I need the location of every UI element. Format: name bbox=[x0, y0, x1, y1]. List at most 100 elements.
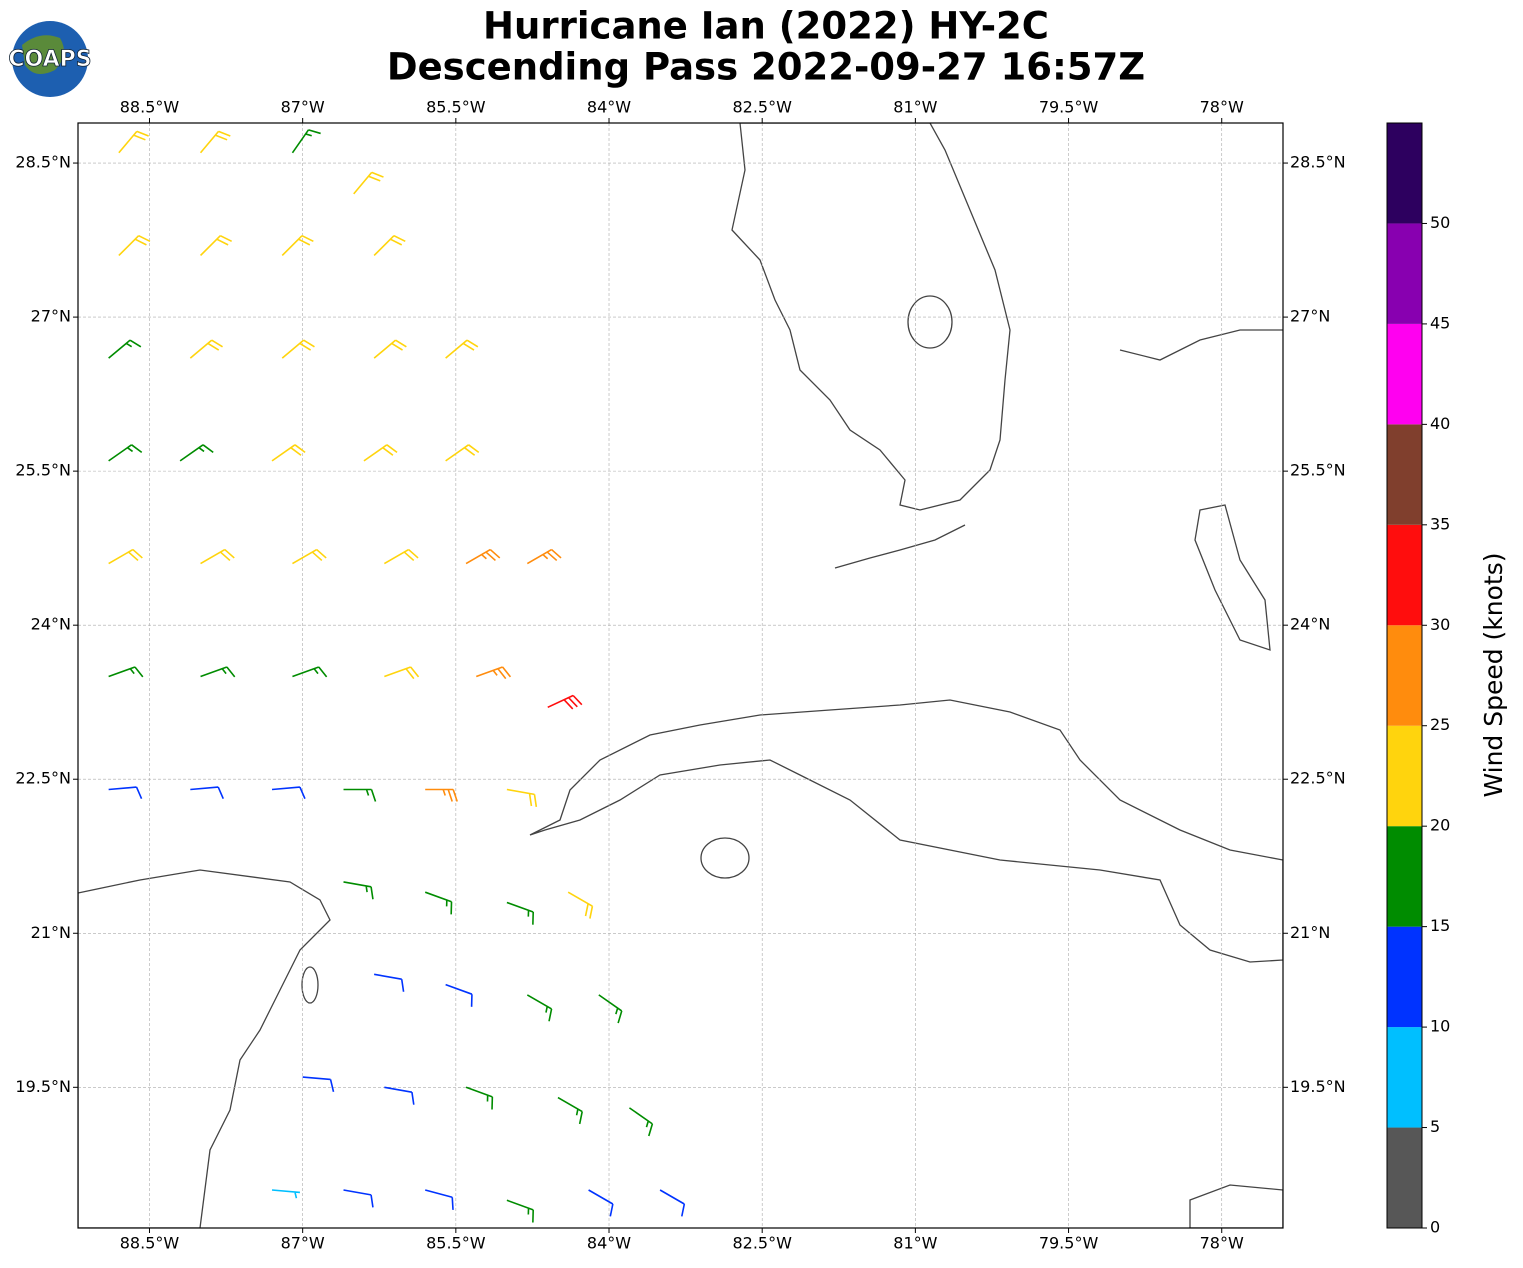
wind-barb bbox=[465, 548, 501, 565]
wind-barb bbox=[383, 548, 419, 565]
y-tick-label: 27°N bbox=[1290, 307, 1330, 326]
colorbar-bin bbox=[1387, 524, 1422, 626]
colorbar-bin bbox=[1387, 926, 1422, 1028]
colorbar-tick-label: 40 bbox=[1430, 414, 1450, 433]
andros bbox=[1194, 504, 1271, 651]
wind-barb bbox=[628, 1107, 654, 1137]
y-tick-label: 19.5°N bbox=[15, 1077, 71, 1096]
wind-barb bbox=[200, 666, 236, 678]
wind-barb bbox=[363, 444, 398, 462]
x-tick-label: 78°W bbox=[1200, 98, 1244, 117]
colorbar-bin bbox=[1387, 424, 1422, 525]
colorbar-bin bbox=[1387, 1027, 1422, 1128]
wind-barb bbox=[108, 786, 143, 799]
wind-barb bbox=[526, 994, 553, 1022]
colorbar-bin bbox=[1387, 826, 1422, 927]
wind-barb bbox=[373, 234, 406, 257]
wind-barb bbox=[291, 129, 321, 154]
wind-barb bbox=[271, 786, 306, 799]
colorbar-tick-label: 10 bbox=[1430, 1017, 1450, 1036]
cuba bbox=[529, 699, 1283, 963]
wind-barb bbox=[384, 666, 420, 680]
chart-title: Hurricane Ian (2022) HY-2C bbox=[483, 5, 1049, 48]
colorbar-tick-label: 30 bbox=[1430, 615, 1450, 634]
colorbar-bin bbox=[1387, 123, 1422, 224]
wind-barb bbox=[108, 548, 143, 565]
wind-barb bbox=[526, 548, 562, 565]
wind-barb bbox=[506, 788, 538, 807]
wind-barb bbox=[271, 444, 306, 462]
wind-barb bbox=[118, 130, 149, 154]
wind-barb bbox=[557, 1096, 583, 1125]
barbs bbox=[108, 129, 686, 1223]
florida-keys bbox=[834, 524, 966, 569]
wind-barb bbox=[343, 1189, 374, 1208]
wind-barb bbox=[374, 973, 405, 992]
y-tick-label: 21°N bbox=[31, 923, 71, 942]
y-tick-label: 24°N bbox=[1290, 615, 1330, 634]
bahamas bbox=[1119, 329, 1283, 361]
x-tick-label: 88.5°W bbox=[120, 98, 180, 117]
logo-text: COAPS bbox=[8, 47, 91, 72]
x-tick-label: 85.5°W bbox=[426, 98, 486, 117]
colorbar-bin bbox=[1387, 725, 1422, 827]
x-tick-label: 84°W bbox=[587, 1234, 631, 1253]
x-tick-label: 78°W bbox=[1200, 1234, 1244, 1253]
colorbar-tick-label: 15 bbox=[1430, 916, 1450, 935]
y-tick-label: 28.5°N bbox=[15, 153, 71, 172]
wind-barb bbox=[588, 1189, 614, 1217]
colorbar-tick-label: 25 bbox=[1430, 715, 1450, 734]
colorbar-tick-label: 0 bbox=[1430, 1218, 1440, 1237]
colorbar-bin bbox=[1387, 1127, 1422, 1228]
wind-barb bbox=[384, 1086, 415, 1105]
colorbar-bin bbox=[1387, 625, 1422, 726]
wind-barb bbox=[343, 881, 374, 900]
cozumel bbox=[301, 966, 319, 1004]
x-tick-label: 82.5°W bbox=[732, 98, 792, 117]
x-tick-label: 88.5°W bbox=[120, 1234, 180, 1253]
x-tick-label: 81°W bbox=[893, 1234, 937, 1253]
y-tick-label: 25.5°N bbox=[1290, 461, 1346, 480]
wind-barb bbox=[108, 444, 143, 462]
colorbar-tick-label: 5 bbox=[1430, 1117, 1440, 1136]
wind-barb bbox=[200, 548, 235, 565]
colorbar-tick-label: 35 bbox=[1430, 514, 1450, 533]
wind-barb bbox=[281, 234, 314, 257]
colorbar-label: Wind Speed (knots) bbox=[1479, 552, 1508, 797]
wind-barb bbox=[465, 1086, 494, 1110]
wind-barb bbox=[506, 901, 535, 925]
wind-barb bbox=[292, 666, 328, 678]
map-frame bbox=[77, 122, 1284, 1229]
wind-barb bbox=[547, 694, 583, 710]
logo: COAPS bbox=[8, 21, 92, 97]
yucatan bbox=[78, 869, 331, 1228]
y-tick-label: 24°N bbox=[31, 615, 71, 634]
wind-barb bbox=[424, 891, 453, 915]
x-tick-label: 87°W bbox=[281, 1234, 325, 1253]
land bbox=[78, 123, 1283, 1228]
x-tick-label: 79.5°W bbox=[1039, 98, 1099, 117]
x-tick-label: 87°W bbox=[281, 98, 325, 117]
wind-barb bbox=[567, 891, 594, 919]
wind-barb bbox=[190, 786, 224, 799]
x-tick-label: 82.5°W bbox=[732, 1234, 792, 1253]
wind-barb bbox=[179, 444, 214, 462]
wind-barb bbox=[506, 1199, 535, 1223]
lake-okeechobee bbox=[907, 295, 953, 349]
wind-barb bbox=[475, 666, 512, 680]
wind-barb bbox=[343, 788, 377, 802]
chart-subtitle: Descending Pass 2022-09-27 16:57Z bbox=[387, 46, 1145, 89]
y-tick-label: 22.5°N bbox=[15, 769, 71, 788]
y-tick-label: 28.5°N bbox=[1290, 153, 1346, 172]
wind-barb bbox=[598, 994, 623, 1024]
wind-barb bbox=[199, 130, 231, 154]
logo-land bbox=[22, 35, 64, 74]
wind-barb bbox=[108, 339, 142, 359]
wind-barb bbox=[353, 171, 384, 195]
y-tick-label: 22.5°N bbox=[1290, 769, 1346, 788]
wind-barb bbox=[199, 234, 233, 257]
x-tick-label: 84°W bbox=[587, 98, 631, 117]
wind-barb bbox=[108, 666, 144, 678]
colorbar-bin bbox=[1387, 223, 1422, 324]
